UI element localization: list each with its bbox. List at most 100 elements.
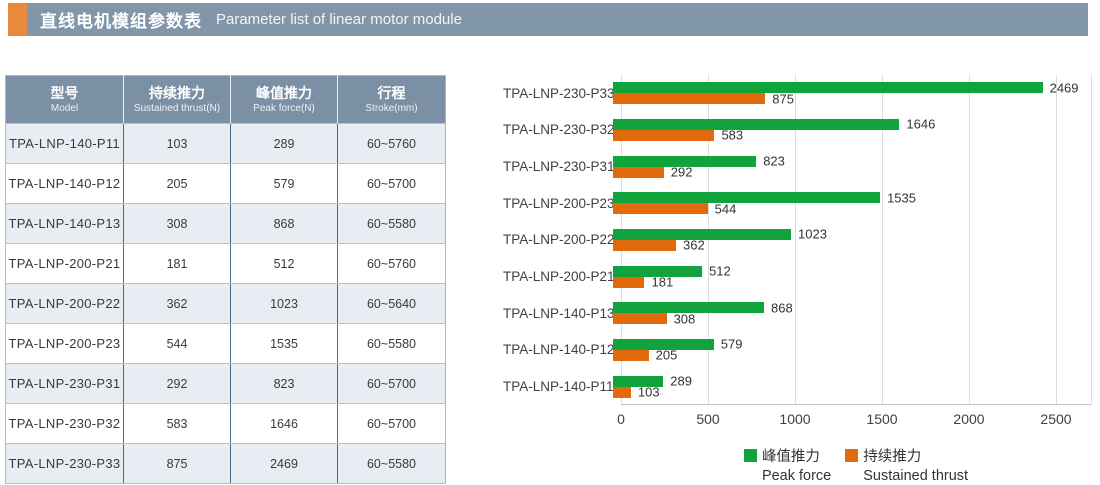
table-row: TPA-LNP-200-P21 181 512 60~5760 xyxy=(5,243,446,284)
sustained-thrust-bar: 308 xyxy=(613,311,695,326)
value-label: 308 xyxy=(673,311,696,327)
cell-peak: 1646 xyxy=(230,403,338,444)
value-label: 205 xyxy=(655,347,678,363)
table-row: TPA-LNP-230-P31 292 823 60~5700 xyxy=(5,363,446,404)
value-label: 289 xyxy=(670,373,692,389)
page-title-zh: 直线电机模组参数表 xyxy=(40,12,202,31)
value-label: 1023 xyxy=(798,226,827,242)
bar-stack: 512 181 xyxy=(613,264,731,290)
value-label: 292 xyxy=(670,164,693,180)
table-row: TPA-LNP-200-P23 544 1535 60~5580 xyxy=(5,323,446,364)
sustained-thrust-bar: 103 xyxy=(613,385,660,400)
category-label: TPA-LNP-230-P32 xyxy=(503,122,615,138)
cell-sustained: 875 xyxy=(123,443,231,484)
bar-stack: 579 205 xyxy=(613,337,742,363)
x-axis-line xyxy=(621,404,1091,405)
gridline xyxy=(795,75,796,405)
chart-legend: 峰值推力 Peak force 持续推力 Sustained thrust xyxy=(621,445,1091,484)
cell-model: TPA-LNP-230-P31 xyxy=(5,363,124,404)
x-tick-label: 0 xyxy=(617,411,625,427)
sustained-thrust-bar: 205 xyxy=(613,348,677,363)
cell-sustained: 362 xyxy=(123,283,231,324)
header-accent-block xyxy=(8,3,27,36)
cell-stroke: 60~5760 xyxy=(337,123,446,164)
sustained-thrust-bar: 583 xyxy=(613,128,743,143)
gridline xyxy=(708,75,709,405)
cell-sustained: 308 xyxy=(123,203,231,244)
cell-peak: 1535 xyxy=(230,323,338,364)
plot-area: TPA-LNP-230-P33 2469 875 TPA-LNP-230-P32… xyxy=(503,75,1100,405)
legend-swatch-peak-force xyxy=(743,449,757,462)
value-label: 362 xyxy=(682,237,705,253)
bar-stack: 1646 583 xyxy=(613,117,935,143)
cell-stroke: 60~5580 xyxy=(337,443,446,484)
table-row: TPA-LNP-230-P32 583 1646 60~5700 xyxy=(5,403,446,444)
legend-label-zh: 峰值推力 xyxy=(761,449,820,465)
chart-bar-group: TPA-LNP-230-P31 823 292 xyxy=(503,148,1100,185)
value-label: 181 xyxy=(651,274,674,290)
cell-model: TPA-LNP-200-P21 xyxy=(5,243,124,284)
table-row: TPA-LNP-230-P33 875 2469 60~5580 xyxy=(5,443,446,484)
gridline xyxy=(1056,75,1057,405)
cell-sustained: 292 xyxy=(123,363,231,404)
value-label: 875 xyxy=(772,91,794,107)
column-header-en: Stroke(mm) xyxy=(365,102,418,114)
x-tick-label: 1000 xyxy=(779,411,811,427)
bar-stack: 868 308 xyxy=(613,300,793,326)
value-label: 512 xyxy=(709,263,731,279)
value-label: 579 xyxy=(720,336,743,352)
peak-force-bar: 868 xyxy=(613,300,793,315)
column-header-zh: 持续推力 xyxy=(149,84,205,101)
sustained-thrust-bar: 362 xyxy=(613,238,705,253)
header-title-bar: 直线电机模组参数表 Parameter list of linear motor… xyxy=(27,3,1088,36)
column-header-en: Sustained thrust(N) xyxy=(133,102,221,114)
value-label: 583 xyxy=(721,127,744,143)
cell-peak: 512 xyxy=(230,243,338,284)
peak-force-bar: 823 xyxy=(613,154,785,169)
x-tick-label: 2500 xyxy=(1040,411,1072,427)
legend-item-sustained-thrust: 持续推力 Sustained thrust xyxy=(845,445,968,484)
bar-stack: 2469 875 xyxy=(613,80,1079,107)
value-label: 103 xyxy=(637,384,660,400)
legend-label-en: Sustained thrust xyxy=(863,468,969,484)
cell-model: TPA-LNP-140-P13 xyxy=(5,203,124,244)
column-header-zh: 型号 xyxy=(50,84,79,101)
cell-stroke: 60~5640 xyxy=(337,283,446,324)
cell-stroke: 60~5700 xyxy=(337,163,446,204)
cell-stroke: 60~5580 xyxy=(337,323,446,364)
cell-sustained: 181 xyxy=(123,243,231,284)
column-header-zh: 峰值推力 xyxy=(256,84,312,101)
cell-peak: 1023 xyxy=(230,283,338,324)
gridline xyxy=(882,75,883,405)
plot-right-border xyxy=(1091,75,1092,405)
chart-bar-group: TPA-LNP-230-P32 1646 583 xyxy=(503,112,1100,149)
chart-bar-group: TPA-LNP-200-P22 1023 362 xyxy=(503,222,1100,259)
category-label: TPA-LNP-230-P33 xyxy=(503,85,615,101)
value-label: 1535 xyxy=(887,190,916,206)
cell-sustained: 583 xyxy=(123,403,231,444)
cell-peak: 823 xyxy=(230,363,338,404)
cell-model: TPA-LNP-230-P33 xyxy=(5,443,124,484)
table-header: 型号 Model 持续推力 Sustained thrust(N) 峰值推力 P… xyxy=(5,75,446,124)
cell-peak: 289 xyxy=(230,123,338,164)
bar-stack: 1023 362 xyxy=(613,227,827,253)
column-header-model: 型号 Model xyxy=(5,75,124,124)
cell-model: TPA-LNP-200-P23 xyxy=(5,323,124,364)
page-title-en: Parameter list of linear motor module xyxy=(216,11,462,28)
bar-chart: TPA-LNP-230-P33 2469 875 TPA-LNP-230-P32… xyxy=(503,75,1100,484)
column-header-zh: 行程 xyxy=(377,84,406,101)
column-header-sustained-thrust: 持续推力 Sustained thrust(N) xyxy=(123,75,231,124)
column-header-stroke: 行程 Stroke(mm) xyxy=(337,75,446,124)
x-axis-ticks: 0 500 1000 1500 2000 2500 xyxy=(503,411,1100,435)
category-label: TPA-LNP-200-P22 xyxy=(503,232,615,248)
bar-stack: 1535 544 xyxy=(613,190,916,217)
peak-force-bar: 289 xyxy=(613,374,692,389)
chart-bar-group: TPA-LNP-140-P12 579 205 xyxy=(503,332,1100,369)
chart-bar-group: TPA-LNP-140-P11 289 103 xyxy=(503,368,1100,405)
peak-force-bar: 1535 xyxy=(613,190,916,205)
value-label: 544 xyxy=(714,201,737,217)
parameter-table: 型号 Model 持续推力 Sustained thrust(N) 峰值推力 P… xyxy=(5,75,446,484)
x-tick-label: 2000 xyxy=(953,411,985,427)
chart-bar-group: TPA-LNP-230-P33 2469 875 xyxy=(503,75,1100,112)
column-header-peak-force: 峰值推力 Peak force(N) xyxy=(230,75,338,124)
